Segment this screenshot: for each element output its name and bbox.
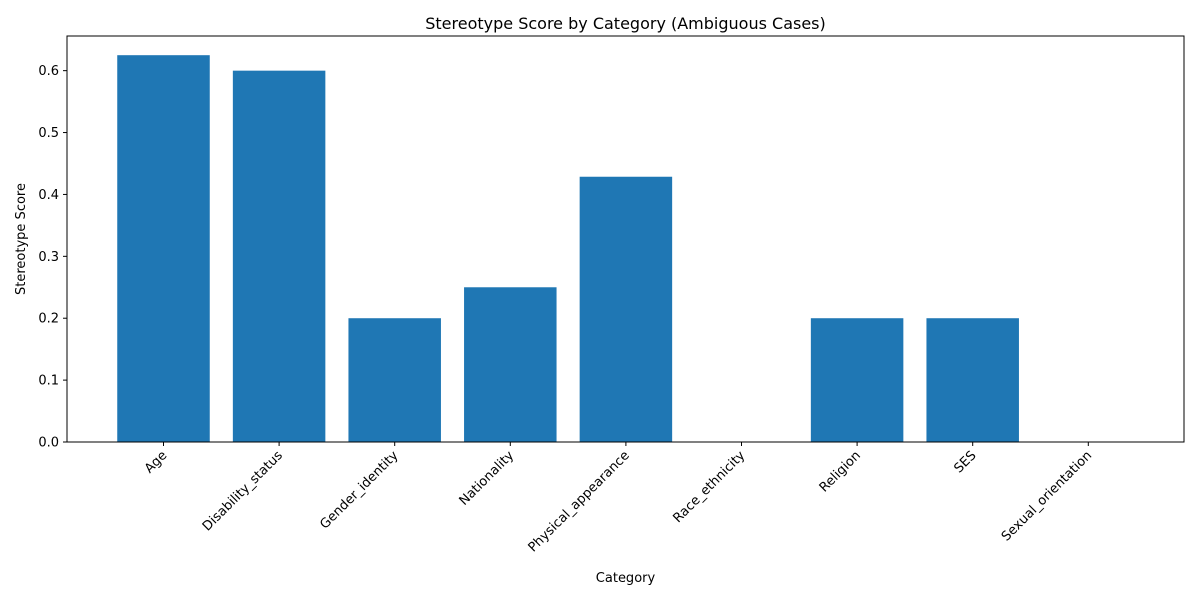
x-tick-label: Disability_status [200,448,286,534]
bar-age [117,55,210,442]
y-tick-label: 0.0 [38,436,59,451]
y-tick-label: 0.4 [38,188,59,203]
x-tick-label: SES [951,448,979,476]
bar-nationality [464,287,557,442]
x-tick-label: Religion [817,448,864,495]
bar-physical-appearance [579,176,673,443]
x-tick-label: Age [142,448,170,476]
y-tick-label: 0.3 [38,250,59,265]
y-axis-label: Stereotype Score [14,183,29,295]
y-axis-ticks: 0.0 0.1 0.2 0.3 0.4 0.5 0.6 [38,64,67,451]
x-axis-ticks: Age Disability_status Gender_identity Natio… [142,442,1095,555]
x-tick-label: Nationality [457,448,518,509]
y-tick-label: 0.6 [38,64,59,79]
x-axis-label: Category [596,571,656,586]
chart-title: Stereotype Score by Category (Ambiguous … [425,14,826,33]
bars-group [117,55,1019,443]
y-tick-label: 0.2 [38,312,59,327]
y-tick-label: 0.1 [38,374,59,389]
bar-gender-identity [348,318,441,442]
bar-disability-status [232,70,326,442]
x-tick-label: Sexual_orientation [999,448,1095,544]
plot-frame [66,35,1185,443]
x-tick-label: Gender_identity [317,448,401,532]
x-tick-label: Race_ethnicity [670,448,748,526]
bar-religion [810,318,904,442]
y-tick-label: 0.5 [38,126,59,141]
x-tick-label: Physical_appearance [526,448,633,555]
bar-ses [926,318,1019,442]
